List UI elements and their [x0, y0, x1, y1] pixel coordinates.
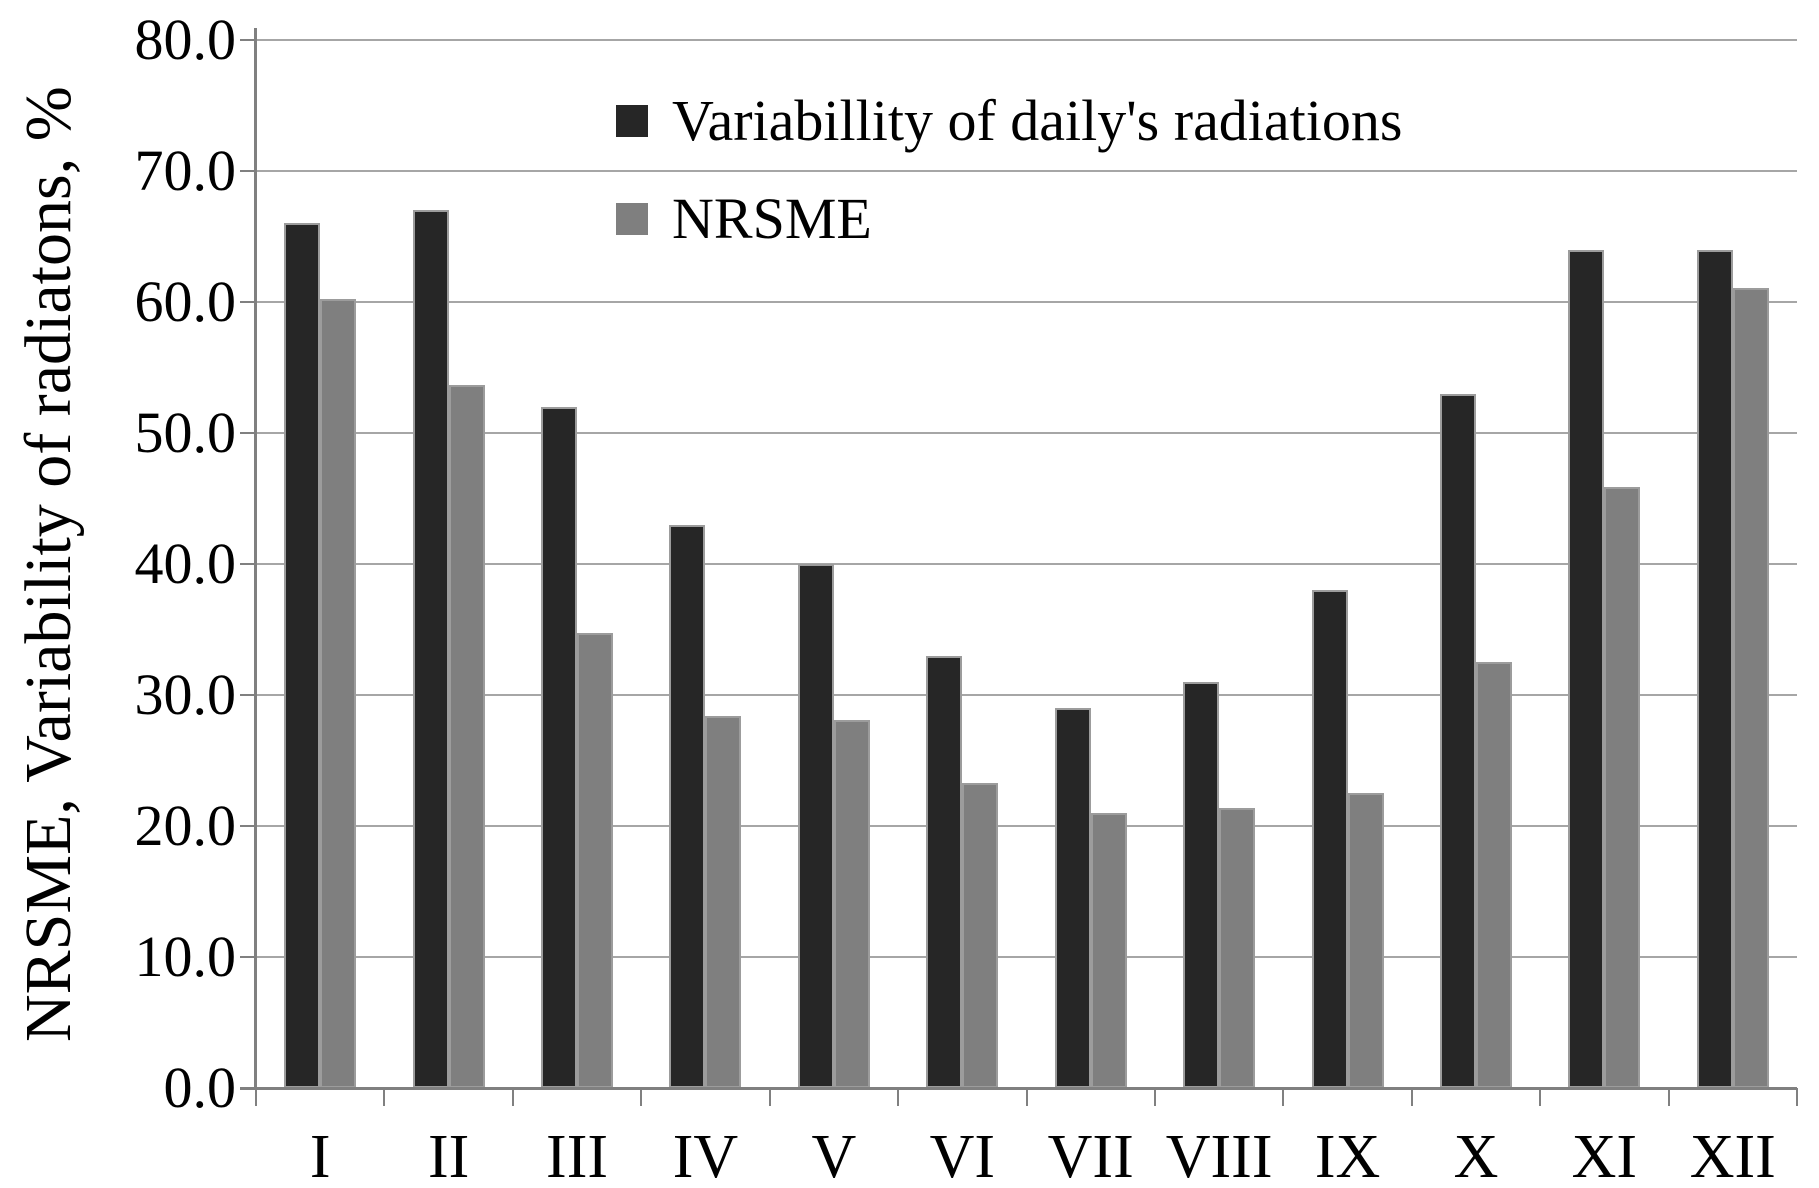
gridline: [256, 170, 1797, 172]
y-tick-label: 80.0: [134, 7, 237, 72]
bar-nrsme-I: [320, 299, 357, 1088]
gridline: [256, 563, 1797, 565]
x-tick-label: II: [427, 1123, 470, 1188]
legend-swatch-variability: [616, 105, 648, 137]
y-tick-label: 0.0: [163, 1055, 237, 1120]
bar-variability-IX: [1311, 590, 1348, 1088]
y-tick-label: 20.0: [134, 793, 237, 858]
legend-swatch-nrsme: [616, 203, 648, 235]
bar-nrsme-XI: [1604, 486, 1641, 1088]
x-axis-line: [240, 1087, 1797, 1090]
y-tick-label: 40.0: [134, 531, 237, 596]
y-axis-tick: [240, 563, 256, 565]
bar-variability-XII: [1696, 249, 1733, 1088]
gridline: [256, 301, 1797, 303]
bar-variability-III: [541, 406, 578, 1088]
x-axis-tick: [1153, 1088, 1156, 1106]
y-tick-label: 10.0: [134, 924, 237, 989]
bar-nrsme-III: [577, 633, 614, 1088]
bar-nrsme-IV: [705, 715, 742, 1088]
bar-nrsme-II: [448, 384, 485, 1088]
x-axis-tick: [1667, 1088, 1670, 1106]
x-tick-label: III: [546, 1123, 608, 1188]
bar-variability-XI: [1568, 249, 1605, 1088]
legend-item-nrsme: NRSME: [616, 170, 1402, 268]
gridline: [256, 956, 1797, 958]
bar-nrsme-VII: [1090, 812, 1127, 1088]
gridline: [256, 39, 1797, 41]
bar-variability-VIII: [1183, 681, 1220, 1088]
x-axis-tick: [1410, 1088, 1413, 1106]
legend: Variabillity of daily's radiations NRSME: [616, 72, 1402, 268]
bar-variability-VI: [926, 655, 963, 1088]
y-axis-tick: [240, 39, 256, 41]
x-tick-label: IV: [672, 1123, 739, 1188]
x-tick-label: I: [309, 1123, 331, 1188]
bar-nrsme-XII: [1732, 287, 1769, 1088]
x-tick-label: XI: [1571, 1123, 1638, 1188]
y-axis-tick: [240, 301, 256, 303]
y-tick-label: 60.0: [134, 269, 237, 334]
gridline: [256, 432, 1797, 434]
bar-nrsme-IX: [1347, 793, 1384, 1088]
x-axis-tick: [1025, 1088, 1028, 1106]
bar-nrsme-VI: [962, 782, 999, 1088]
y-axis-tick: [240, 432, 256, 434]
y-axis-tick: [240, 825, 256, 827]
y-axis-tick: [240, 694, 256, 696]
x-tick-label: IX: [1314, 1123, 1381, 1188]
y-axis-tick: [240, 956, 256, 958]
x-axis-tick: [1282, 1088, 1285, 1106]
bar-variability-X: [1439, 393, 1476, 1088]
bar-variability-II: [412, 210, 449, 1088]
x-tick-label: VI: [929, 1123, 995, 1188]
x-tick-label: VII: [1047, 1123, 1134, 1188]
x-tick-label: VIII: [1165, 1123, 1273, 1188]
x-tick-label: XII: [1689, 1123, 1776, 1188]
bar-nrsme-VIII: [1219, 807, 1256, 1088]
bar-variability-IV: [669, 524, 706, 1088]
x-axis-tick: [1796, 1088, 1798, 1106]
gridline: [256, 825, 1797, 827]
x-axis-tick: [511, 1088, 514, 1106]
x-tick-label: V: [811, 1123, 857, 1188]
bar-variability-I: [284, 223, 321, 1088]
bar-nrsme-V: [833, 719, 870, 1088]
x-axis-tick: [1539, 1088, 1542, 1106]
y-tick-label: 50.0: [134, 400, 237, 465]
x-axis-tick: [897, 1088, 900, 1106]
bar-variability-V: [797, 564, 834, 1088]
legend-label-variability: Variabillity of daily's radiations: [672, 88, 1403, 153]
gridline: [256, 694, 1797, 696]
y-tick-label: 70.0: [134, 138, 237, 203]
y-tick-label: 30.0: [134, 662, 237, 727]
x-axis-tick: [255, 1088, 257, 1106]
x-axis-tick: [383, 1088, 386, 1106]
x-axis-tick: [640, 1088, 643, 1106]
y-axis-tick: [240, 170, 256, 172]
bar-nrsme-X: [1475, 662, 1512, 1088]
x-axis-tick: [768, 1088, 771, 1106]
bar-variability-VII: [1054, 708, 1091, 1088]
legend-item-variability: Variabillity of daily's radiations: [616, 72, 1402, 170]
y-axis-line: [254, 28, 257, 1088]
x-tick-label: X: [1453, 1123, 1499, 1188]
legend-label-nrsme: NRSME: [672, 186, 872, 251]
